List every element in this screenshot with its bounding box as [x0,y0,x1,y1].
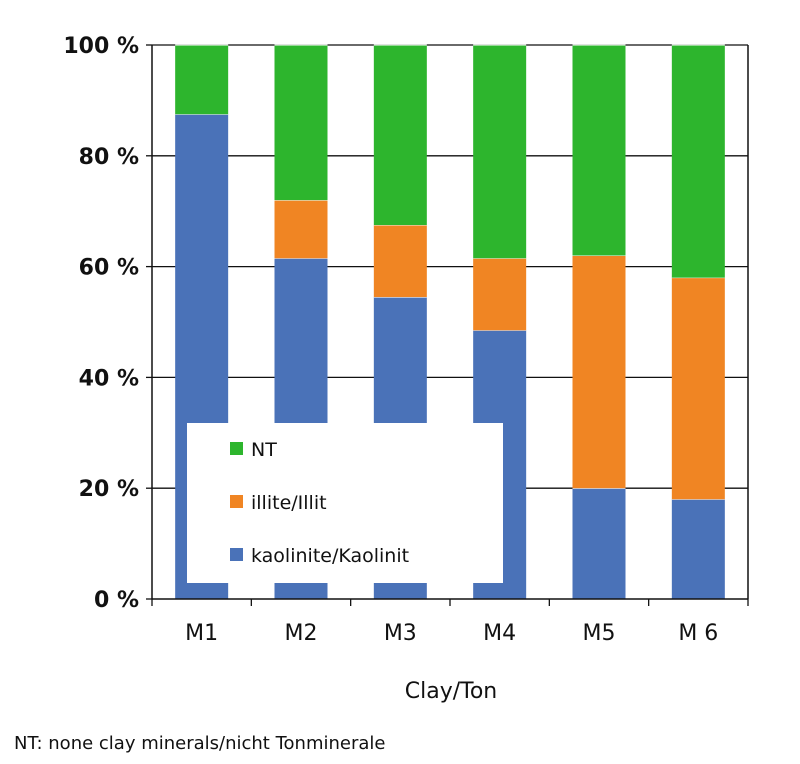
x-tick-label: M4 [483,621,516,646]
legend-swatch [230,442,243,455]
x-tick-labels: M1 M2 M3 M4 M5 M 6 [185,621,718,646]
footnote: NT: none clay minerals/nicht Tonminerale [14,733,386,754]
x-tick-label: M1 [185,621,218,646]
x-tick-label: M3 [384,621,417,646]
stacked-bar-chart: 0 % 20 % 40 % 60 % 80 % 100 % M1 M2 M3 M4 M5 M 6 C… [63,34,749,704]
x-axis-label: Clay/Ton [405,679,498,704]
bar-segment [671,45,725,278]
y-tick-label: 20 % [79,477,139,502]
legend-label: illite/Illit [251,492,327,514]
x-tick-label: M5 [583,621,616,646]
bar-segment [274,45,328,201]
y-tick-label: 60 % [79,256,139,281]
bar-segment [572,45,626,256]
x-tick-label: M 6 [678,621,718,646]
bar-segment [473,258,527,331]
bar-segment [373,225,427,298]
legend-swatch [230,495,243,508]
legend: NT illite/Illit kaolinite/Kaolinit [187,423,503,583]
y-tick-labels: 0 % 20 % 40 % 60 % 80 % 100 % [63,34,139,613]
bar-segment [671,499,725,599]
x-tick-label: M2 [285,621,318,646]
legend-label: kaolinite/Kaolinit [251,545,409,567]
bar-segment [373,45,427,226]
y-tick-label: 80 % [79,145,139,170]
legend-label: NT [251,439,277,461]
legend-swatch [230,548,243,561]
y-tick-label: 100 % [63,34,139,59]
bar-segment [572,255,626,489]
bar-segment [671,277,725,500]
bar-segment [175,45,229,115]
bar-segment [473,45,527,259]
axes [146,44,749,606]
grid-lines [152,44,748,489]
bar-segment [274,200,328,259]
bar-segment [572,488,626,599]
y-tick-label: 40 % [79,366,139,391]
y-tick-label: 0 % [94,588,139,613]
